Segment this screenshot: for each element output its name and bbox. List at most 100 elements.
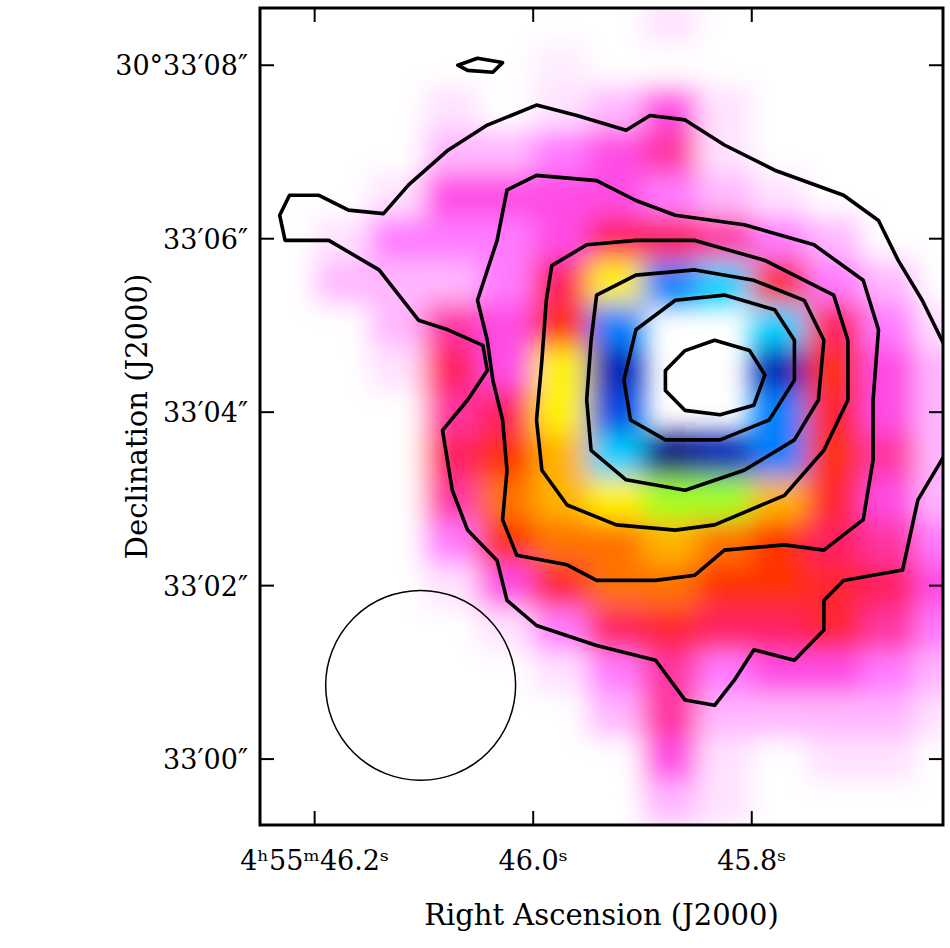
- image-cell: [697, 130, 752, 174]
- image-cell: [806, 607, 861, 651]
- image-cell: [697, 564, 752, 608]
- image-cell: [861, 564, 916, 608]
- image-cell: [806, 8, 861, 44]
- image-cell: [369, 217, 424, 261]
- image-cell: [916, 651, 943, 695]
- image-cell: [697, 607, 752, 651]
- image-cell: [861, 737, 916, 781]
- image-cell: [806, 434, 861, 478]
- image-cell: [260, 477, 315, 521]
- image-cell: [260, 260, 315, 304]
- image-cell: [697, 651, 752, 695]
- image-cell: [533, 260, 588, 304]
- image-cell: [479, 694, 534, 738]
- image-cell: [916, 8, 943, 44]
- image-cell: [315, 8, 370, 44]
- image-cell: [861, 174, 916, 218]
- image-cell: [479, 130, 534, 174]
- image-cell: [533, 304, 588, 348]
- image-cell: [424, 434, 479, 478]
- image-cell: [315, 304, 370, 348]
- contour: [665, 340, 765, 415]
- image-cell: [697, 694, 752, 738]
- image-cell: [533, 44, 588, 88]
- image-cell: [260, 607, 315, 651]
- image-cell: [315, 781, 370, 825]
- image-cell: [806, 44, 861, 88]
- image-cell: [588, 781, 643, 825]
- image-cell: [806, 217, 861, 261]
- image-cell: [916, 390, 943, 434]
- image-cell: [369, 737, 424, 781]
- y-axis-title: Declination (J2000): [120, 274, 154, 560]
- x-tick-label: 46.0ˢ: [499, 845, 568, 876]
- image-cell: [916, 347, 943, 391]
- image-cell: [369, 347, 424, 391]
- image-cell: [315, 260, 370, 304]
- image-cell: [697, 44, 752, 88]
- image-cell: [424, 694, 479, 738]
- image-cell: [588, 44, 643, 88]
- image-cell: [806, 304, 861, 348]
- image-cell: [916, 217, 943, 261]
- image-cell: [479, 651, 534, 695]
- y-tick: [929, 64, 943, 66]
- image-cell: [260, 651, 315, 695]
- image-cell: [806, 347, 861, 391]
- contour: [624, 295, 795, 440]
- image-cell: [642, 781, 697, 825]
- image-cell: [369, 390, 424, 434]
- image-cell: [533, 130, 588, 174]
- plot-area: [260, 8, 943, 825]
- y-tick: [929, 585, 943, 587]
- image-cell: [533, 737, 588, 781]
- x-tick: [751, 811, 753, 825]
- contour: [537, 240, 848, 530]
- image-cell: [916, 434, 943, 478]
- image-cell: [369, 651, 424, 695]
- y-tick: [929, 758, 943, 760]
- image-cell: [588, 651, 643, 695]
- image-cell: [752, 130, 807, 174]
- image-cell: [697, 737, 752, 781]
- image-cell: [315, 607, 370, 651]
- image-cell: [260, 737, 315, 781]
- contour: [587, 270, 824, 490]
- image-cell: [752, 8, 807, 44]
- image-cell: [806, 737, 861, 781]
- image-cell: [861, 44, 916, 88]
- image-cell: [588, 8, 643, 44]
- image-cell: [916, 737, 943, 781]
- image-cell: [916, 174, 943, 218]
- image-cell: [861, 304, 916, 348]
- y-tick-label: 33′06″: [163, 224, 248, 255]
- image-cell: [916, 521, 943, 565]
- image-cell: [916, 781, 943, 825]
- image-cell: [315, 651, 370, 695]
- image-cell: [642, 564, 697, 608]
- image-cell: [752, 737, 807, 781]
- image-cell: [260, 694, 315, 738]
- chart: 4ʰ55ᵐ46.2ˢ46.0ˢ45.8ˢ30°33′08″33′06″33′04…: [0, 0, 950, 948]
- image-cell: [315, 44, 370, 88]
- image-cell: [424, 607, 479, 651]
- image-cell: [806, 130, 861, 174]
- contour: [478, 175, 879, 580]
- image-cell: [260, 390, 315, 434]
- y-tick: [260, 411, 274, 413]
- image-cell: [697, 781, 752, 825]
- image-cell: [588, 390, 643, 434]
- image-cell: [260, 781, 315, 825]
- image-cell: [424, 564, 479, 608]
- image-cell: [479, 44, 534, 88]
- image-cell: [861, 87, 916, 131]
- image-cell: [260, 564, 315, 608]
- image-cell: [861, 390, 916, 434]
- image-cell: [424, 781, 479, 825]
- x-tick: [532, 8, 534, 22]
- image-cell: [533, 390, 588, 434]
- image-cell: [642, 44, 697, 88]
- x-tick: [751, 8, 753, 22]
- image-cell: [533, 87, 588, 131]
- image-cell: [806, 564, 861, 608]
